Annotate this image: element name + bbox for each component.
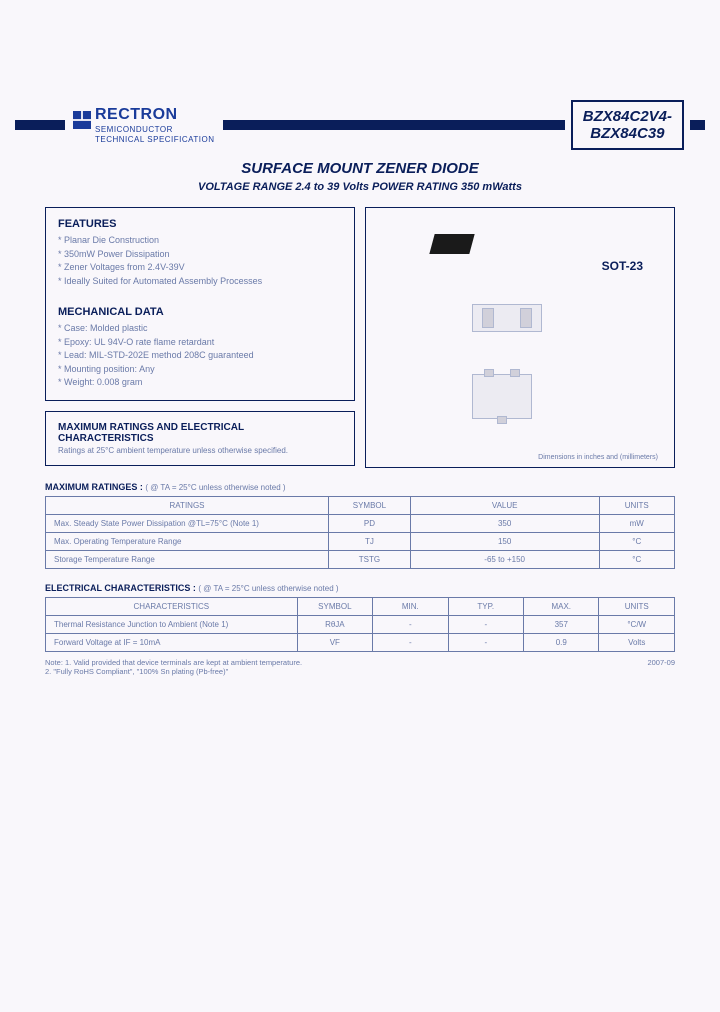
table1-caption-note: ( @ TA = 25°C unless otherwise noted ): [145, 483, 285, 492]
table-cell: -65 to +150: [410, 551, 599, 569]
table-cell: °C: [599, 533, 675, 551]
table-header-cell: SYMBOL: [297, 598, 372, 616]
dimensions-caption: Dimensions in inches and (millimeters): [372, 454, 668, 461]
table-cell: -: [448, 634, 523, 652]
list-item: Planar Die Construction: [58, 234, 342, 248]
max-ratings-sub: Ratings at 25°C ambient temperature unle…: [58, 446, 342, 455]
logo-sub1: SEMICONDUCTOR: [95, 125, 178, 134]
table-row: Forward Voltage at IF = 10mAVF--0.9Volts: [46, 634, 675, 652]
features-list: Planar Die Construction350mW Power Dissi…: [58, 234, 342, 288]
part-line2: BZX84C39: [583, 125, 672, 142]
table-header-row: RATINGSSYMBOLVALUEUNITS: [46, 497, 675, 515]
table-cell: 150: [410, 533, 599, 551]
table-cell: mW: [599, 515, 675, 533]
table-cell: 350: [410, 515, 599, 533]
table-cell: °C: [599, 551, 675, 569]
max-ratings-table: RATINGSSYMBOLVALUEUNITSMax. Steady State…: [45, 496, 675, 569]
table-cell: Storage Temperature Range: [46, 551, 329, 569]
page-subtitle: VOLTAGE RANGE 2.4 to 39 Volts POWER RATI…: [15, 181, 705, 193]
table-header-cell: UNITS: [599, 598, 675, 616]
footnote-right: 2007-09: [647, 658, 675, 676]
table1-caption-text: MAXIMUM RATINGES :: [45, 482, 143, 492]
page-title: SURFACE MOUNT ZENER DIODE: [15, 160, 705, 177]
table-cell: RθJA: [297, 616, 372, 634]
table-header-cell: MIN.: [373, 598, 448, 616]
list-item: Zener Voltages from 2.4V-39V: [58, 261, 342, 275]
bar-right: [690, 120, 705, 130]
sot23-chip-icon: [429, 234, 474, 254]
list-item: Ideally Suited for Automated Assembly Pr…: [58, 275, 342, 289]
table-cell: -: [373, 634, 448, 652]
table-cell: Max. Steady State Power Dissipation @TL=…: [46, 515, 329, 533]
header-row: RECTRON SEMICONDUCTOR TECHNICAL SPECIFIC…: [15, 100, 705, 150]
table-cell: TJ: [329, 533, 411, 551]
table-header-cell: RATINGS: [46, 497, 329, 515]
table-header-cell: MAX.: [524, 598, 599, 616]
table-cell: 357: [524, 616, 599, 634]
features-mechanical-box: FEATURES Planar Die Construction350mW Po…: [45, 207, 355, 401]
table2-caption: ELECTRICAL CHARACTERISTICS : ( @ TA = 25…: [45, 583, 675, 593]
table-cell: -: [448, 616, 523, 634]
logo-icon: [73, 111, 91, 129]
table-cell: Thermal Resistance Junction to Ambient (…: [46, 616, 298, 634]
table-row: Max. Operating Temperature RangeTJ150°C: [46, 533, 675, 551]
table-cell: -: [373, 616, 448, 634]
package-label: SOT-23: [602, 259, 643, 273]
table-header-cell: SYMBOL: [329, 497, 411, 515]
table-header-cell: CHARACTERISTICS: [46, 598, 298, 616]
table2-caption-text: ELECTRICAL CHARACTERISTICS :: [45, 583, 196, 593]
table-cell: 0.9: [524, 634, 599, 652]
mechanical-list: Case: Molded plasticEpoxy: UL 94V-O rate…: [58, 322, 342, 390]
package-drawing: SOT-23: [372, 214, 668, 454]
table-header-row: CHARACTERISTICSSYMBOLMIN.TYP.MAX.UNITS: [46, 598, 675, 616]
bar-left: [15, 120, 65, 130]
footnotes: Note: 1. Valid provided that device term…: [45, 658, 675, 676]
features-heading: FEATURES: [58, 218, 342, 230]
table-row: Thermal Resistance Junction to Ambient (…: [46, 616, 675, 634]
two-column-row: FEATURES Planar Die Construction350mW Po…: [15, 207, 705, 468]
part-number-box: BZX84C2V4- BZX84C39: [571, 100, 684, 150]
table-cell: Volts: [599, 634, 675, 652]
mechanical-heading: MECHANICAL DATA: [58, 306, 342, 318]
list-item: Mounting position: Any: [58, 363, 342, 377]
electrical-table: CHARACTERISTICSSYMBOLMIN.TYP.MAX.UNITSTh…: [45, 597, 675, 652]
logo-block: RECTRON SEMICONDUCTOR TECHNICAL SPECIFIC…: [73, 106, 215, 144]
table-header-cell: VALUE: [410, 497, 599, 515]
package-diagram-box: SOT-23 Dimensions in inches and (millime…: [365, 207, 675, 468]
list-item: Case: Molded plastic: [58, 322, 342, 336]
table-header-cell: UNITS: [599, 497, 675, 515]
part-line1: BZX84C2V4-: [583, 108, 672, 125]
table-cell: Max. Operating Temperature Range: [46, 533, 329, 551]
logo-name: RECTRON: [95, 106, 178, 124]
list-item: Weight: 0.008 gram: [58, 376, 342, 390]
table-row: Max. Steady State Power Dissipation @TL=…: [46, 515, 675, 533]
table-row: Storage Temperature RangeTSTG-65 to +150…: [46, 551, 675, 569]
table-cell: VF: [297, 634, 372, 652]
table2-caption-note: ( @ TA = 25°C unless otherwise noted ): [198, 584, 338, 593]
bar-mid: [223, 120, 565, 130]
footnote-left: Note: 1. Valid provided that device term…: [45, 658, 302, 676]
list-item: Epoxy: UL 94V-O rate flame retardant: [58, 336, 342, 350]
table-cell: °C/W: [599, 616, 675, 634]
table-cell: TSTG: [329, 551, 411, 569]
logo-sub2: TECHNICAL SPECIFICATION: [95, 135, 215, 144]
table-cell: PD: [329, 515, 411, 533]
table-cell: Forward Voltage at IF = 10mA: [46, 634, 298, 652]
table-header-cell: TYP.: [448, 598, 523, 616]
list-item: 350mW Power Dissipation: [58, 248, 342, 262]
max-ratings-box: MAXIMUM RATINGS AND ELECTRICAL CHARACTER…: [45, 411, 355, 466]
max-ratings-heading: MAXIMUM RATINGS AND ELECTRICAL CHARACTER…: [58, 422, 342, 444]
list-item: Lead: MIL-STD-202E method 208C guarantee…: [58, 349, 342, 363]
table1-caption: MAXIMUM RATINGES : ( @ TA = 25°C unless …: [45, 482, 675, 492]
